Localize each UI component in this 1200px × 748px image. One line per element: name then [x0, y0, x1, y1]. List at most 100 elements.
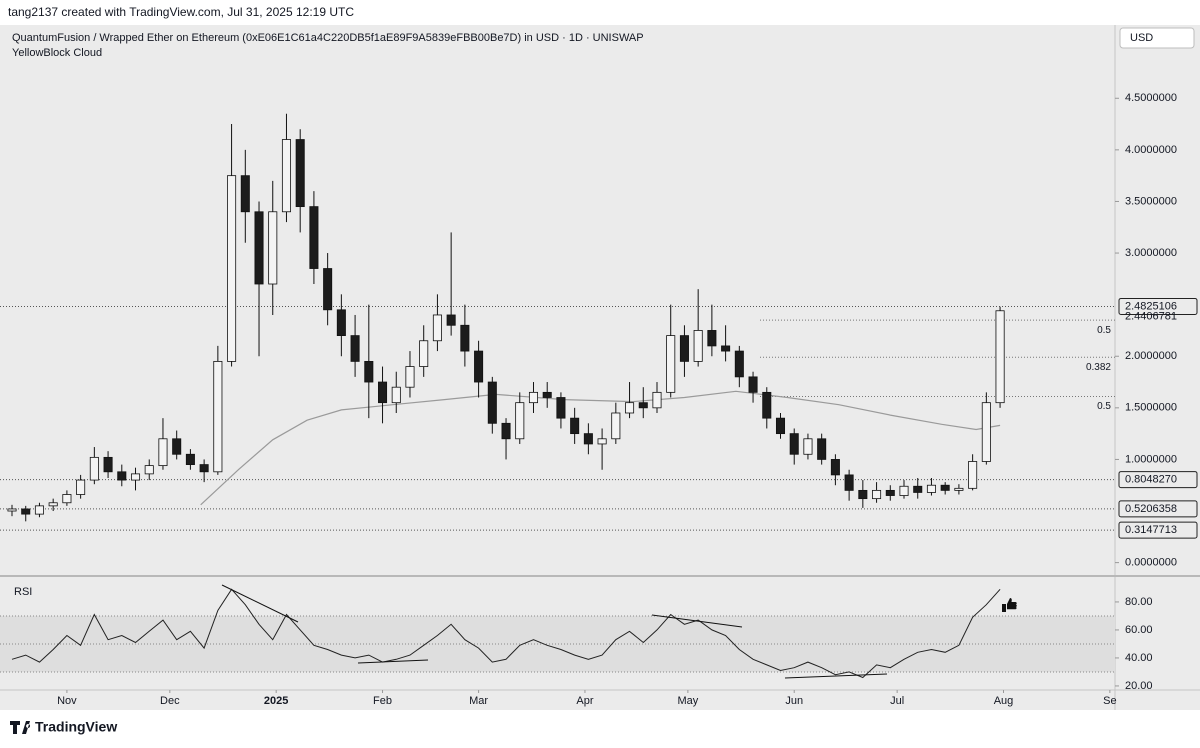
y-tick-label: 4.0000000	[1125, 144, 1177, 156]
y-tick-label: 2.0000000	[1125, 350, 1177, 362]
candle-body	[707, 330, 717, 347]
candle-body	[405, 366, 415, 388]
candle-body	[570, 417, 580, 435]
candle-body	[885, 489, 895, 496]
y-tick-label: 1.0000000	[1125, 453, 1177, 465]
candle-body	[625, 402, 635, 414]
candle-body	[652, 391, 662, 409]
candle-body	[775, 417, 786, 435]
candle-body	[432, 314, 442, 342]
trendlines	[221, 584, 888, 679]
level-label-box	[1118, 500, 1198, 518]
branding: TradingView	[35, 719, 117, 735]
candle-body	[158, 438, 168, 467]
candle-body	[679, 335, 689, 362]
x-tick-label: Dec	[160, 695, 180, 707]
footer-bg	[0, 710, 1200, 743]
candle-body	[501, 422, 511, 440]
candle-body	[803, 438, 813, 455]
candle-body	[748, 376, 758, 393]
candle-body	[323, 268, 333, 311]
level-label: 0.3147713	[1125, 524, 1177, 536]
x-tick-label: Jul	[890, 695, 904, 707]
x-tick-label: 2025	[264, 695, 288, 707]
rsi-label: RSI	[14, 586, 32, 598]
candle-body	[309, 206, 319, 269]
candle-body	[117, 471, 127, 481]
candle-body	[419, 340, 429, 367]
candle-body	[350, 335, 360, 362]
candle-body	[597, 438, 607, 445]
candle-body	[693, 330, 703, 362]
rsi-tick-label: 60.00	[1125, 624, 1153, 636]
candle-body	[734, 350, 744, 378]
candle-body	[268, 211, 278, 285]
candle-body	[981, 402, 991, 462]
last-price-label: 2.4406781	[1125, 311, 1177, 323]
candle-body	[542, 391, 552, 398]
candle-body	[954, 487, 964, 491]
currency[interactable]: USD	[1130, 32, 1153, 44]
candle-body	[378, 381, 388, 404]
candle-body	[995, 310, 1005, 404]
level-label-box	[1118, 471, 1198, 489]
candle-body	[817, 438, 827, 460]
candle-body	[21, 508, 31, 515]
rsi-tick-label: 40.00	[1125, 652, 1153, 664]
y-tick-label: 1.5000000	[1125, 402, 1177, 414]
fib-label: 0.382	[1086, 362, 1111, 373]
candle-body	[130, 473, 141, 481]
credit: tang2137 created with TradingView.com, J…	[8, 5, 354, 19]
candle-body	[144, 465, 154, 475]
candle-body	[666, 335, 676, 393]
x-tick-label: Feb	[373, 695, 392, 707]
candle-body	[830, 459, 840, 476]
candle-body	[48, 502, 58, 507]
candle-body	[858, 489, 868, 500]
candle-body	[34, 505, 44, 515]
x-tick-label: May	[677, 695, 698, 707]
candle-body	[515, 402, 525, 440]
candle-body	[528, 391, 539, 404]
candle-body	[940, 484, 950, 491]
candle-body	[926, 484, 936, 493]
candle-body	[213, 360, 223, 473]
x-tick-label: Aug	[994, 695, 1014, 707]
candle-body	[460, 324, 470, 352]
rsi-band	[0, 615, 1115, 672]
level-label: 0.8048270	[1125, 473, 1177, 485]
x-tick-label: Se	[1103, 695, 1116, 707]
chart-title: QuantumFusion / Wrapped Ether on Ethereu…	[12, 32, 644, 44]
level-label: 2.4825106	[1125, 300, 1177, 312]
candle-body	[103, 456, 113, 473]
moving-average	[200, 390, 1001, 506]
x-tick-label: Apr	[576, 695, 593, 707]
candle-body	[899, 485, 909, 496]
fib-label: 0.5	[1097, 325, 1111, 336]
candle-body	[474, 350, 484, 383]
candle-body	[185, 453, 195, 465]
thumbs-up-icon	[1002, 598, 1017, 612]
candle-body	[487, 381, 497, 424]
level-label-box	[1118, 521, 1198, 539]
x-tick-label: Mar	[469, 695, 488, 707]
candle-body	[62, 494, 72, 504]
rsi-line	[11, 588, 1001, 679]
currency-box[interactable]	[1119, 27, 1195, 49]
candle-body	[172, 438, 182, 455]
x-tick-label: Nov	[57, 695, 77, 707]
rsi-tick-label: 80.00	[1125, 596, 1153, 608]
x-tick-label: Jun	[785, 695, 803, 707]
chart-subtitle: YellowBlock Cloud	[12, 47, 102, 59]
candle-body	[872, 489, 882, 500]
rsi-tick-label: 20.00	[1125, 680, 1153, 692]
candle-body	[364, 360, 374, 383]
candle-body	[844, 474, 854, 491]
candle-body	[240, 175, 250, 213]
candle-body	[7, 508, 17, 512]
level-label-box	[1118, 297, 1198, 315]
candle-body	[391, 386, 401, 404]
tv-logo	[10, 721, 31, 734]
candle-body	[76, 479, 86, 495]
